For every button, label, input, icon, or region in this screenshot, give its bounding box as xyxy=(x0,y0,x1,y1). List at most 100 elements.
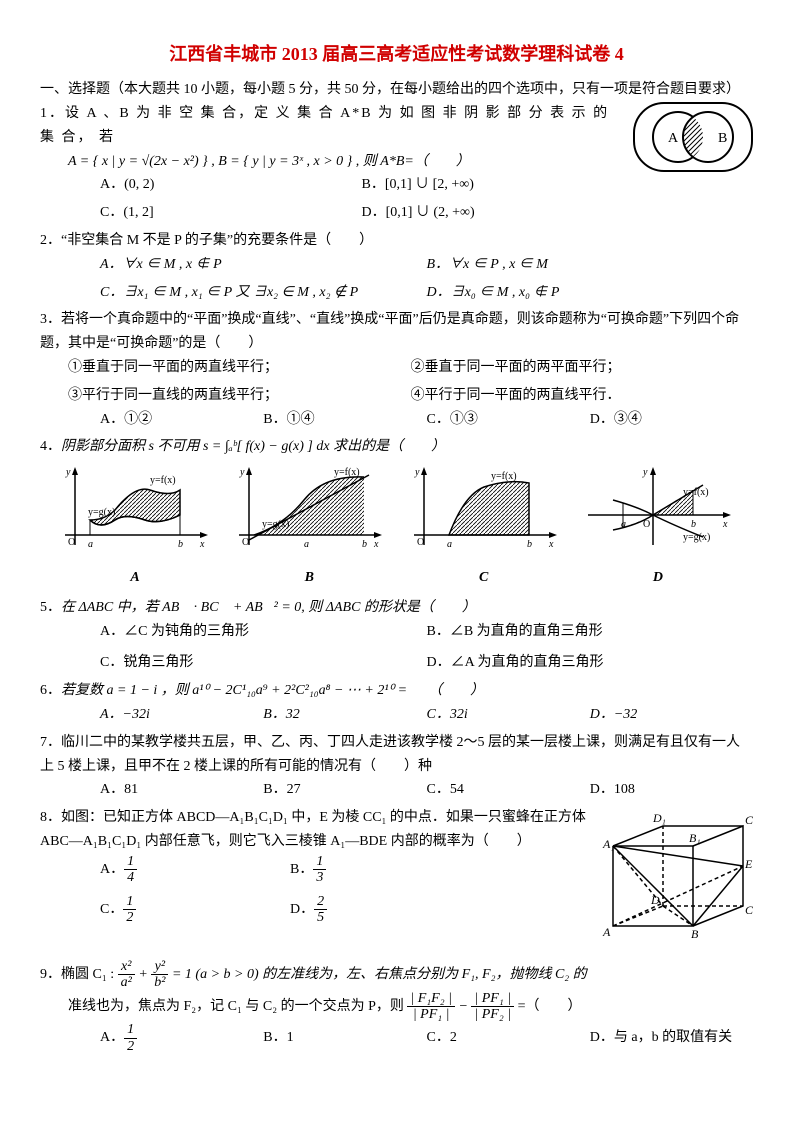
q5-opt-c: C．锐角三角形 xyxy=(100,651,427,675)
svg-text:D₁: D₁ xyxy=(652,811,666,825)
svg-text:x: x xyxy=(722,519,728,530)
chart-a: yx Oab y=f(x)y=g(x) A xyxy=(60,465,210,590)
q8-opt-b: B．13 xyxy=(290,854,480,886)
q6-stem: 若复数 a = 1 − i ，则 a¹⁰ − 2C¹₁₀a⁹ + 2²C²₁₀a… xyxy=(61,683,484,698)
svg-text:a: a xyxy=(88,539,93,550)
svg-text:b: b xyxy=(178,539,183,550)
venn-diagram: A B xyxy=(633,102,753,181)
q8-opt-a: A．14 xyxy=(100,854,290,886)
q8-opt-d: D．25 xyxy=(290,894,480,926)
q1-opt-d: D．[0,1] ∪ (2, +∞) xyxy=(362,201,624,225)
svg-text:O: O xyxy=(68,537,75,548)
section-header: 一、选择题（本大题共 10 小题，每小题 5 分，共 50 分，在每小题给出的四… xyxy=(40,78,753,98)
svg-text:y=f(x): y=f(x) xyxy=(150,475,176,486)
q7-opt-b: B．27 xyxy=(263,778,426,802)
q9-opt-b: B．1 xyxy=(263,1026,426,1050)
q8-stem: 如图：已知正方体 ABCD—A₁B₁C₁D₁ 中，E 为棱 CC₁ 的中点．如果… xyxy=(40,810,586,849)
q3-opt-d: D．③④ xyxy=(590,408,753,432)
q3-line2: ②垂直于同一平面的两平面平行； xyxy=(411,356,754,380)
q9-stem-b: = 1 (a > b > 0) 的左准线为，左、右焦点分别为 F₁, F₂，抛物… xyxy=(172,967,587,982)
q9-opt-d: D．与 a，b 的取值有关 xyxy=(590,1026,753,1050)
q6-num: 6． xyxy=(40,683,61,698)
chart-d: yx Oab y=f(x)y=g(x) D xyxy=(583,465,733,590)
question-4: 4．阴影部分面积 s 不可用 s = ∫ₐᵇ[ f(x) − g(x) ] dx… xyxy=(40,435,753,589)
question-9: 9．椭圆 C₁ : x²a² + y²b² = 1 (a > b > 0) 的左… xyxy=(40,959,753,1054)
venn-label-a: A xyxy=(668,131,679,146)
chart-label-b: B xyxy=(234,566,384,590)
q7-opt-a: A．81 xyxy=(100,778,263,802)
q2-stem: “非空集合 M 不是 P 的子集”的充要条件是（ ） xyxy=(61,233,373,248)
q7-opt-d: D．108 xyxy=(590,778,753,802)
cube-diagram: A₁ B₁ C₁ D₁ A B C D E xyxy=(593,806,753,955)
svg-text:C: C xyxy=(745,903,753,917)
q1-opt-a: A．(0, 2) xyxy=(100,173,362,197)
svg-text:y: y xyxy=(239,467,245,478)
q7-stem: 临川二中的某教学楼共五层，甲、乙、丙、丁四人走进该教学楼 2～5 层的某一层楼上… xyxy=(40,735,740,774)
q9-num: 9． xyxy=(40,967,61,982)
q3-line3: ③平行于同一直线的两直线平行； xyxy=(68,384,411,408)
q5-opt-d: D．∠A 为直角的直角三角形 xyxy=(427,651,754,675)
q9-stem-c: 准线也为，焦点为 F₂，记 C₁ 与 C₂ 的一个交点为 P，则 xyxy=(68,999,404,1014)
q1-stem-a: 设 A 、B 为 非 空 集 合，定 义 集 合 A*B 为 如 图 非 阴 影… xyxy=(40,106,609,145)
svg-text:b: b xyxy=(527,539,532,550)
chart-label-c: C xyxy=(409,566,559,590)
svg-text:E: E xyxy=(744,857,753,871)
svg-text:y=f(x): y=f(x) xyxy=(334,467,360,478)
q4-num: 4． xyxy=(40,439,61,454)
svg-text:y=g(x): y=g(x) xyxy=(262,519,289,530)
question-3: 3．若将一个真命题中的“平面”换成“直线”、“直线”换成“平面”后仍是真命题，则… xyxy=(40,308,753,431)
q7-num: 7． xyxy=(40,735,61,750)
q3-opt-a: A．①② xyxy=(100,408,263,432)
q5-stem: 在 ΔABC 中，若 AB⃗ · BC⃗ + AB⃗² = 0, 则 ΔABC … xyxy=(61,600,476,615)
q6-opt-b: B．32 xyxy=(263,703,426,727)
chart-label-d: D xyxy=(583,566,733,590)
q5-num: 5． xyxy=(40,600,61,615)
q2-opt-b: B．∀x ∈ P , x ∈ M xyxy=(427,253,754,277)
svg-text:O: O xyxy=(417,537,424,548)
q5-opt-a: A．∠C 为钝角的三角形 xyxy=(100,620,427,644)
q3-opt-c: C．①③ xyxy=(427,408,590,432)
q3-stem: 若将一个真命题中的“平面”换成“直线”、“直线”换成“平面”后仍是真命题，则该命… xyxy=(40,312,739,351)
q9-stem-a: 椭圆 C₁ : xyxy=(61,967,114,982)
q1-opt-c: C．(1, 2] xyxy=(100,201,362,225)
svg-text:B₁: B₁ xyxy=(689,831,701,845)
svg-text:y=g(x): y=g(x) xyxy=(683,532,710,543)
q3-num: 3． xyxy=(40,312,61,327)
q8-opt-c: C．12 xyxy=(100,894,290,926)
svg-text:O: O xyxy=(242,537,249,548)
q8-num: 8． xyxy=(40,810,61,825)
svg-text:O: O xyxy=(643,519,650,530)
chart-row: yx Oab y=f(x)y=g(x) A yx Oab y=f(x)y=g(x… xyxy=(60,465,733,590)
chart-c: yx Oab y=f(x) C xyxy=(409,465,559,590)
question-7: 7．临川二中的某教学楼共五层，甲、乙、丙、丁四人走进该教学楼 2～5 层的某一层… xyxy=(40,731,753,802)
question-2: 2．“非空集合 M 不是 P 的子集”的充要条件是（ ） A．∀x ∈ M , … xyxy=(40,229,753,304)
q2-opt-c: C．∃x₁ ∈ M , x₁ ∈ P 又 ∃x₂ ∈ M , x₂ ∉ P xyxy=(100,281,427,305)
svg-text:b: b xyxy=(691,519,696,530)
q9-opt-c: C．2 xyxy=(427,1026,590,1050)
q6-opt-d: D．−32 xyxy=(590,703,753,727)
q4-stem: 阴影部分面积 s 不可用 s = ∫ₐᵇ[ f(x) − g(x) ] dx 求… xyxy=(61,439,445,454)
svg-text:a: a xyxy=(304,539,309,550)
q2-opt-d: D．∃x₀ ∈ M , x₀ ∉ P xyxy=(427,281,754,305)
svg-text:D: D xyxy=(650,893,660,907)
svg-text:a: a xyxy=(621,519,626,530)
q3-line4: ④平行于同一平面的两直线平行． xyxy=(411,384,754,408)
q3-opt-b: B．①④ xyxy=(263,408,426,432)
chart-b: y x Oa b y=f(x) y=g(x) B xyxy=(234,465,384,590)
page-title: 江西省丰城市 2013 届高三高考适应性考试数学理科试卷 4 xyxy=(40,40,753,66)
q5-opt-b: B．∠B 为直角的直角三角形 xyxy=(427,620,754,644)
question-1: A B 1．设 A 、B 为 非 空 集 合，定 义 集 合 A*B 为 如 图… xyxy=(40,102,753,225)
q3-line1: ①垂直于同一平面的两直线平行； xyxy=(68,356,411,380)
question-8: A₁ B₁ C₁ D₁ A B C D E 8．如图：已知正方体 ABCD—A₁… xyxy=(40,806,753,955)
svg-text:C₁: C₁ xyxy=(745,813,753,827)
q6-opt-a: A．−32i xyxy=(100,703,263,727)
svg-text:x: x xyxy=(373,539,379,550)
svg-text:y=f(x): y=f(x) xyxy=(683,487,709,498)
svg-text:A: A xyxy=(602,925,611,939)
venn-label-b: B xyxy=(718,131,727,146)
q1-num: 1． xyxy=(40,106,65,121)
q1-opt-b: B．[0,1] ∪ [2, +∞) xyxy=(362,173,624,197)
svg-text:b: b xyxy=(362,539,367,550)
q9-opt-a: A．12 xyxy=(100,1022,263,1054)
question-6: 6．若复数 a = 1 − i ，则 a¹⁰ − 2C¹₁₀a⁹ + 2²C²₁… xyxy=(40,679,753,727)
